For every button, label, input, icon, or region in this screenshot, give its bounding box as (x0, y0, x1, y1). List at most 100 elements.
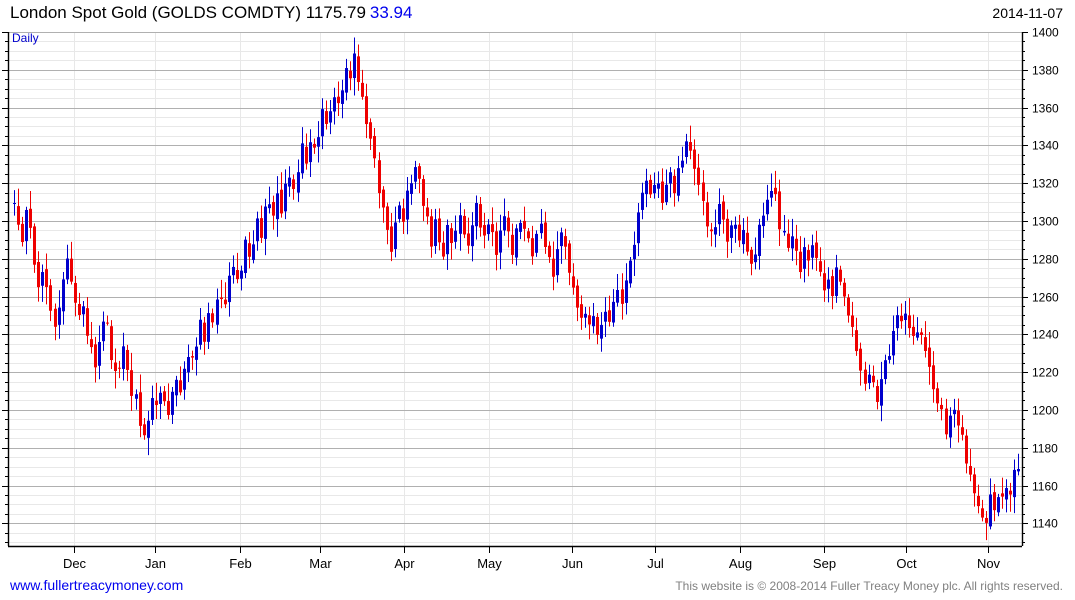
candle-body (216, 299, 219, 325)
candle-body (872, 375, 875, 383)
candle-body (892, 330, 895, 356)
svg-text:Jan: Jan (145, 556, 166, 571)
candle-body (62, 279, 65, 312)
candle-body (430, 216, 433, 247)
svg-text:1140: 1140 (1032, 517, 1058, 531)
candle-body (151, 398, 154, 420)
svg-text:Jun: Jun (562, 556, 583, 571)
candle-body (167, 401, 170, 415)
candle-body (689, 142, 692, 151)
candle-body (155, 400, 158, 406)
candle-body (588, 315, 591, 325)
candle-body (37, 261, 40, 288)
candle-body (673, 175, 676, 194)
candle-body (236, 270, 239, 280)
candle-body (297, 172, 300, 193)
candle-body (936, 388, 939, 404)
candle-body (365, 96, 368, 125)
copyright-notice: This website is © 2008-2014 Fuller Treac… (675, 579, 1063, 593)
candle-body (276, 193, 279, 220)
candle-body (997, 497, 1000, 513)
candle-body (325, 111, 328, 124)
page-title: London Spot Gold (GOLDS COMDTY) 1175.79 3… (10, 3, 412, 23)
candle-body (21, 223, 24, 243)
candle-body (122, 346, 125, 369)
candle-body (49, 285, 52, 311)
candle-body (17, 206, 20, 225)
candle-body (787, 233, 790, 248)
svg-text:Aug: Aug (729, 556, 752, 571)
svg-text:1380: 1380 (1032, 64, 1059, 78)
candle-body (548, 245, 551, 258)
site-url-link[interactable]: www.fullertreacymoney.com (10, 577, 184, 593)
candle-body (633, 244, 636, 260)
candle-body (1013, 469, 1016, 498)
candle-body (422, 179, 425, 206)
candle-body (106, 322, 109, 324)
candle-body (313, 143, 316, 148)
candle-body (799, 251, 802, 273)
candle-body (491, 224, 494, 233)
candle-body (823, 273, 826, 291)
candle-body (82, 306, 85, 315)
candle-body (766, 199, 769, 215)
x-axis-labels: Dec Jan Feb Mar Apr May Jun Jul Aug Sep Oct Nov (63, 556, 1001, 571)
svg-text:Jul: Jul (647, 556, 664, 571)
candle-body (195, 346, 198, 360)
candle-body (390, 226, 393, 252)
candle-body (540, 223, 543, 234)
candle-body (778, 191, 781, 230)
candle-body (855, 330, 858, 352)
candle-body (572, 276, 575, 288)
candle-body (945, 408, 948, 435)
svg-text:Feb: Feb (229, 556, 251, 571)
candle-body (718, 203, 721, 225)
candle-body (519, 222, 522, 232)
candle-body (199, 319, 202, 345)
candle-body (130, 370, 133, 396)
svg-text:Sep: Sep (813, 556, 836, 571)
candle-body (394, 222, 397, 250)
candle-body (305, 146, 308, 164)
candle-body (608, 310, 611, 322)
svg-text:1340: 1340 (1032, 139, 1059, 153)
candle-body (661, 181, 664, 203)
candle-body (74, 282, 77, 303)
svg-text:Nov: Nov (977, 556, 1001, 571)
grid-minor-lines (8, 32, 1022, 546)
candle-body (471, 225, 474, 247)
candle-body (329, 111, 332, 123)
candle-body (240, 270, 243, 279)
candle-body (70, 258, 73, 282)
price-change: 33.94 (369, 3, 413, 22)
candle-body (693, 149, 696, 169)
x-axis-ticks (74, 546, 989, 553)
candle-body (333, 97, 336, 112)
candle-body (309, 142, 312, 163)
candle-body (13, 203, 16, 205)
candle-body (637, 212, 640, 244)
candle-body (163, 391, 166, 402)
candle-body (843, 282, 846, 297)
candle-body (961, 427, 964, 435)
candle-body (288, 177, 291, 187)
candle-body (584, 313, 587, 318)
candle-body (143, 424, 146, 436)
candle-body (211, 313, 214, 323)
candle-body (292, 179, 295, 190)
candle-body (665, 184, 668, 203)
candle-body (232, 266, 235, 276)
candle-body (438, 218, 441, 243)
candle-body (479, 204, 482, 228)
candle-body (795, 238, 798, 251)
svg-text:Oct: Oct (896, 556, 917, 571)
candle-body (284, 183, 287, 212)
candle-body (977, 495, 980, 507)
candle-body (402, 208, 405, 222)
candle-body (126, 349, 129, 370)
candle-body (596, 316, 599, 335)
candle-body (86, 308, 89, 336)
candle-body (880, 379, 883, 406)
candle-body (969, 466, 972, 475)
svg-text:1320: 1320 (1032, 177, 1059, 191)
